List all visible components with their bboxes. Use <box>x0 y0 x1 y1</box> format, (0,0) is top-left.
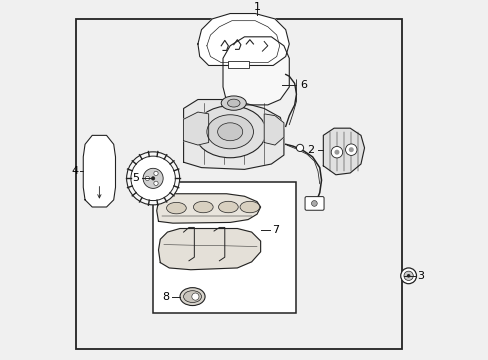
Circle shape <box>330 147 342 158</box>
Polygon shape <box>158 229 260 270</box>
Circle shape <box>154 181 158 185</box>
Polygon shape <box>323 128 364 175</box>
Ellipse shape <box>183 291 201 302</box>
Polygon shape <box>223 37 289 105</box>
Circle shape <box>143 168 163 188</box>
Ellipse shape <box>166 202 186 214</box>
Circle shape <box>154 171 158 176</box>
Text: 5: 5 <box>132 174 139 183</box>
Ellipse shape <box>180 288 204 306</box>
Ellipse shape <box>206 115 253 149</box>
Circle shape <box>334 150 339 155</box>
Circle shape <box>131 156 175 201</box>
Ellipse shape <box>240 201 259 213</box>
Polygon shape <box>198 14 289 66</box>
Circle shape <box>151 176 155 180</box>
Polygon shape <box>183 112 208 145</box>
Circle shape <box>348 147 353 152</box>
Text: 6: 6 <box>300 80 306 90</box>
Text: 8: 8 <box>162 292 168 302</box>
Circle shape <box>403 271 412 280</box>
Polygon shape <box>83 135 115 207</box>
Polygon shape <box>264 114 284 145</box>
Text: 3: 3 <box>417 271 424 281</box>
Ellipse shape <box>217 123 242 141</box>
Circle shape <box>145 176 149 180</box>
Bar <box>153 182 296 313</box>
Ellipse shape <box>194 106 265 158</box>
Circle shape <box>311 201 317 206</box>
Polygon shape <box>183 99 284 170</box>
Circle shape <box>126 152 179 205</box>
Ellipse shape <box>221 96 246 110</box>
Text: 7: 7 <box>272 225 279 235</box>
Circle shape <box>191 293 199 300</box>
Ellipse shape <box>227 99 240 107</box>
Text: 4: 4 <box>71 166 78 176</box>
Polygon shape <box>156 194 260 223</box>
Text: 1: 1 <box>253 2 260 12</box>
Circle shape <box>406 274 409 278</box>
Ellipse shape <box>193 201 213 213</box>
Circle shape <box>296 144 303 152</box>
Ellipse shape <box>218 201 238 213</box>
FancyBboxPatch shape <box>227 61 248 68</box>
Circle shape <box>400 268 416 284</box>
FancyBboxPatch shape <box>305 197 324 210</box>
Text: 2: 2 <box>306 145 314 156</box>
Circle shape <box>345 144 356 156</box>
